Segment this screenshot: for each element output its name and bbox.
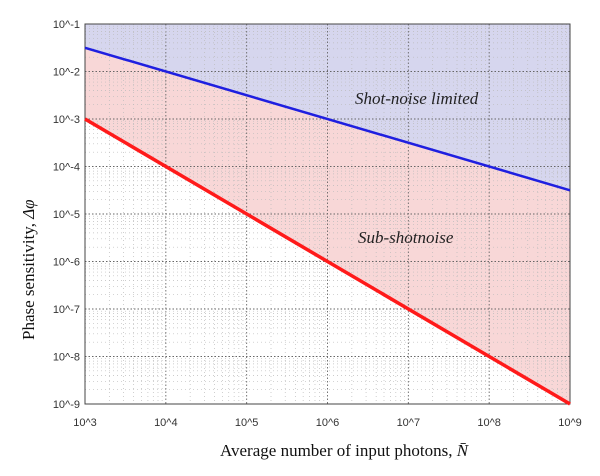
shot-noise-region (85, 24, 570, 191)
annotation-sub-shotnoise: Sub-shotnoise (358, 228, 454, 247)
series-shot-noise-line (84, 46, 571, 192)
x-tick-label: 10^4 (154, 417, 178, 429)
y-tick-label: 10^-8 (53, 352, 80, 364)
ticks: 10^3 10^4 10^5 10^6 10^7 10^8 10^9 10^-9 10^-8 10… (53, 19, 582, 429)
x-tick-label: 10^6 (316, 417, 340, 429)
y-tick-label: 10^-9 (53, 399, 80, 411)
x-tick-label: 10^8 (477, 417, 501, 429)
x-tick-label: 10^5 (235, 417, 259, 429)
x-tick-label: 10^7 (397, 417, 421, 429)
y-tick-label: 10^-6 (53, 257, 80, 269)
y-axis-symbol: Δφ (19, 199, 38, 219)
annotation-shot-noise: Shot-noise limited (355, 89, 479, 108)
y-tick-label: 10^-4 (53, 162, 80, 174)
x-tick-label: 10^9 (558, 417, 582, 429)
y-tick-label: 10^-2 (53, 67, 80, 79)
y-axis-label-text: Phase sensitivity, (19, 223, 38, 340)
y-axis-label: Phase sensitivity, Δφ (19, 199, 38, 340)
y-tick-label: 10^-5 (53, 209, 80, 221)
x-axis-label: Average number of input photons, N̄ (220, 441, 470, 460)
x-axis-label-text: Average number of input photons, (220, 441, 452, 460)
y-tick-label: 10^-3 (53, 114, 80, 126)
x-axis-symbol: N̄ (456, 441, 470, 460)
y-tick-label: 10^-1 (53, 19, 80, 31)
series-heisenberg-line (84, 117, 571, 406)
y-tick-label: 10^-7 (53, 304, 80, 316)
grid (85, 24, 570, 404)
sub-shotnoise-region (85, 47, 570, 404)
plot-frame (84, 23, 571, 405)
x-tick-label: 10^3 (73, 417, 97, 429)
